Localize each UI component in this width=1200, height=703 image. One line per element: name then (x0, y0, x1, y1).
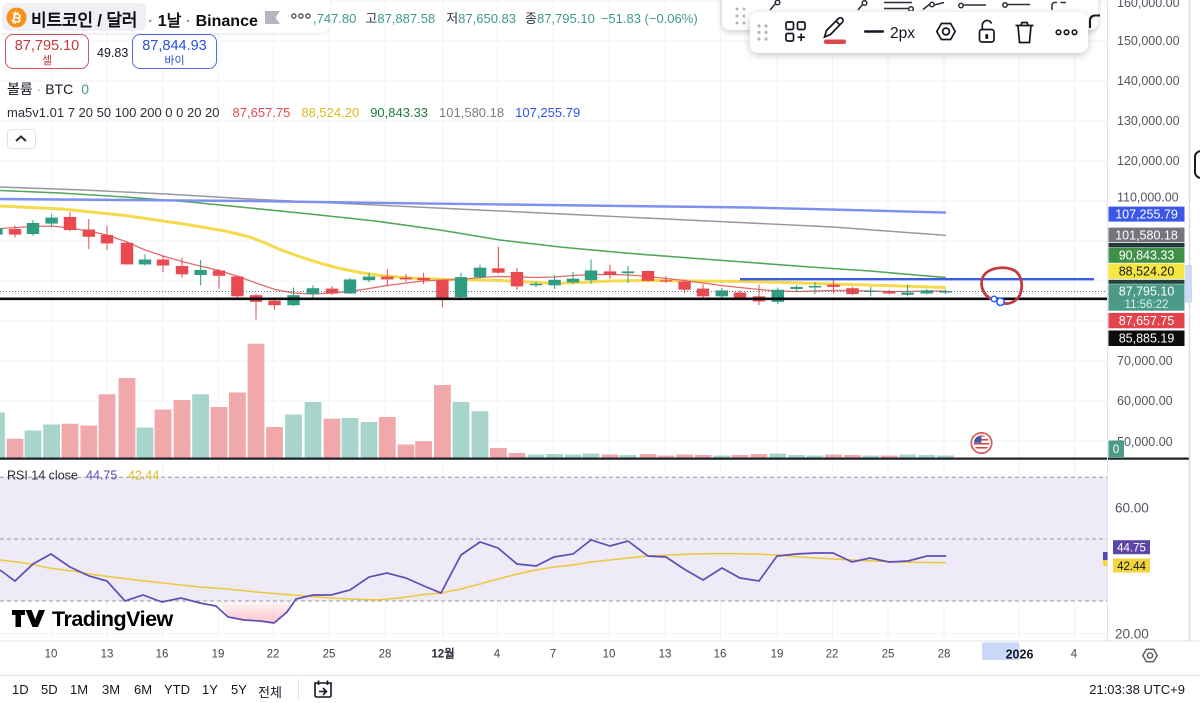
svg-text:87,657.75: 87,657.75 (1119, 314, 1175, 328)
svg-text:150,000.00: 150,000.00 (1117, 34, 1180, 48)
svg-text:130,000.00: 130,000.00 (1117, 114, 1180, 128)
svg-text:60,000.00: 60,000.00 (1117, 394, 1173, 408)
svg-text:85,885.19: 85,885.19 (1119, 332, 1175, 346)
svg-text:4: 4 (494, 649, 501, 661)
svg-text:50,000.00: 50,000.00 (1117, 435, 1173, 449)
svg-text:0: 0 (1113, 444, 1119, 456)
svg-text:110,000.00: 110,000.00 (1117, 191, 1179, 205)
svg-text:44.75: 44.75 (1117, 543, 1146, 555)
svg-text:22: 22 (267, 649, 280, 661)
svg-text:12월: 12월 (431, 647, 454, 661)
svg-text:13: 13 (101, 649, 114, 661)
svg-text:42.44: 42.44 (1117, 561, 1146, 573)
svg-text:28: 28 (938, 649, 951, 661)
svg-text:107,255.79: 107,255.79 (1115, 207, 1178, 221)
svg-text:90,843.33: 90,843.33 (1119, 249, 1175, 263)
svg-text:₿: ₿ (10, 9, 23, 26)
svg-text:10: 10 (45, 649, 58, 661)
svg-text:44.75: 44.75 (86, 469, 117, 483)
svg-text:16: 16 (156, 649, 169, 661)
svg-text:16: 16 (714, 649, 727, 661)
svg-text:87,795.10: 87,795.10 (1119, 285, 1175, 299)
svg-text:TradingView: TradingView (52, 607, 174, 631)
svg-text:42.44: 42.44 (128, 469, 159, 483)
svg-text:RSI 14 close: RSI 14 close (7, 469, 78, 483)
svg-text:2px: 2px (890, 25, 915, 42)
svg-text:60.00: 60.00 (1115, 501, 1149, 516)
svg-text:25: 25 (882, 649, 895, 661)
svg-text:2026: 2026 (1006, 648, 1034, 662)
svg-text:70,000.00: 70,000.00 (1117, 354, 1173, 368)
svg-text:13: 13 (659, 649, 672, 661)
svg-text:140,000.00: 140,000.00 (1117, 74, 1180, 88)
svg-text:11:56:22: 11:56:22 (1125, 299, 1169, 311)
svg-text:160,000.00: 160,000.00 (1117, 0, 1180, 10)
svg-text:101,580.18: 101,580.18 (1115, 228, 1178, 242)
svg-text:22: 22 (826, 649, 839, 661)
svg-text:120,000.00: 120,000.00 (1117, 154, 1180, 168)
svg-text:19: 19 (212, 649, 225, 661)
svg-text:4: 4 (1071, 649, 1078, 661)
svg-text:20.00: 20.00 (1115, 626, 1149, 641)
svg-text:7: 7 (550, 649, 556, 661)
svg-text:25: 25 (323, 649, 336, 661)
svg-text:88,524.20: 88,524.20 (1119, 265, 1175, 279)
svg-text:10: 10 (603, 649, 616, 661)
svg-text:28: 28 (379, 649, 392, 661)
svg-text:19: 19 (771, 649, 784, 661)
